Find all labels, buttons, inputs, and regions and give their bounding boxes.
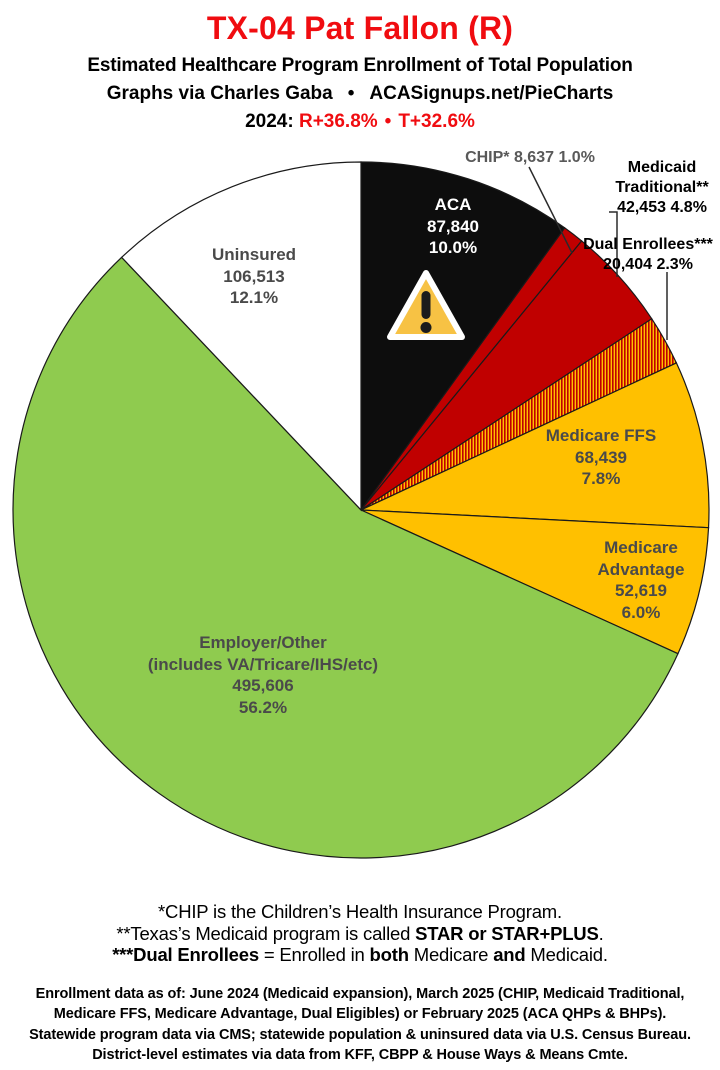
callout-dual-value: 20,404 2.3%	[603, 256, 693, 273]
partisan-t-metric: T+32.6%	[398, 111, 475, 132]
slice-label-medicare-ffs-value: 68,439	[575, 447, 627, 467]
slice-label-medicare-ffs-pct: 7.8%	[581, 469, 621, 488]
slice-label-employer-pct: 56.2%	[238, 697, 288, 717]
slice-label-employer-value: 495,606	[232, 676, 294, 695]
slice-label-employer-other: Employer/Other (includes VA/Tricare/IHS/…	[113, 632, 413, 718]
slice-label-uninsured: Uninsured 106,513 12.1%	[174, 244, 334, 309]
slice-label-medicare-advantage-value: 52,619	[615, 581, 667, 600]
source-line-4: District-level estimates via data from K…	[92, 1046, 628, 1063]
footnote-dual-bold3: and	[493, 944, 526, 965]
slice-label-uninsured-pct: 12.1%	[229, 288, 279, 307]
pie-slice-uninsured	[120, 161, 362, 512]
footnote-dual-mid2: Medicare	[408, 944, 494, 965]
callout-chip: CHIP* 8,637 1.0%	[420, 148, 640, 168]
slice-label-aca-value: 87,840	[427, 216, 479, 236]
source-line-3: Statewide program data via CMS; statewid…	[29, 1026, 691, 1043]
partisan-r-metric: R+36.8%	[298, 111, 378, 132]
footnote-dual-post: Medicaid.	[525, 944, 608, 965]
byline-author: Graphs via Charles Gaba	[106, 83, 333, 104]
callout-medicaid-value: 42,453 4.8%	[617, 199, 707, 216]
source-line-1: Enrollment data as of: June 2024 (Medica…	[35, 986, 685, 1002]
pie-slice-employer-other	[12, 256, 679, 859]
slice-label-employer-subname: (includes VA/Tricare/IHS/etc)	[147, 654, 379, 674]
footnote-medicaid: **Texas’s Medicaid program is called STA…	[0, 923, 720, 945]
callout-dual-name: Dual Enrollees***	[583, 236, 713, 253]
pie-slice-medicare-ffs	[360, 362, 710, 529]
partisan-lean-line: 2024: R+36.8% • T+32.6%	[0, 111, 720, 133]
slice-label-employer-name: Employer/Other	[199, 633, 327, 652]
slice-label-uninsured-name: Uninsured	[211, 245, 297, 264]
callout-dual-enrollees: Dual Enrollees*** 20,404 2.3%	[578, 235, 718, 275]
partisan-year-label: 2024:	[245, 111, 294, 132]
slice-label-medicare-ffs-name: Medicare FFS	[545, 426, 657, 445]
byline-site: ACASignups.net/PieCharts	[369, 83, 614, 104]
leader-line-medicaid-traditional	[609, 211, 618, 277]
slice-label-uninsured-value: 106,513	[223, 266, 285, 286]
source-line-2: Medicare FFS, Medicare Advantage, Dual E…	[53, 1006, 667, 1023]
leader-line-chip	[528, 166, 573, 254]
footnote-dual: ***Dual Enrollees = Enrolled in both Med…	[0, 944, 720, 966]
byline: Graphs via Charles Gaba • ACASignups.net/P…	[0, 83, 720, 105]
slice-label-aca-name: ACA	[434, 195, 472, 214]
warning-icon	[382, 264, 470, 346]
callout-medicaid-name2: Traditional**	[615, 179, 709, 196]
slice-label-medicare-advantage: Medicare Advantage 52,619 6.0%	[571, 537, 711, 623]
footnote-dual-mid1: = Enrolled in	[258, 944, 370, 965]
chart-subtitle: Estimated Healthcare Program Enrollment …	[87, 55, 633, 76]
footnote-medicaid-post: .	[598, 922, 604, 944]
callout-chip-text: CHIP* 8,637 1.0%	[465, 149, 595, 166]
data-source-note: Enrollment data as of: June 2024 (Medica…	[0, 984, 720, 1065]
callout-medicaid-traditional: Medicaid Traditional** 42,453 4.8%	[606, 158, 718, 218]
slice-label-medicare-ffs: Medicare FFS 68,439 7.8%	[511, 425, 691, 490]
slice-label-aca-pct: 10.0%	[428, 238, 478, 257]
slice-label-medicare-advantage-name1: Medicare	[604, 538, 678, 557]
footnote-dual-bold2: both	[369, 944, 409, 965]
page-title: TX-04 Pat Fallon (R)	[206, 10, 514, 46]
header: TX-04 Pat Fallon (R) Estimated Healthcar…	[0, 10, 720, 133]
byline-separator-dot: •	[347, 83, 355, 104]
leader-lines	[528, 166, 668, 340]
partisan-separator-dot: •	[384, 111, 392, 132]
footnotes: *CHIP is the Children’s Health Insurance…	[0, 901, 720, 966]
footnote-medicaid-pre: **Texas’s Medicaid program is called	[116, 922, 416, 944]
footnote-chip: *CHIP is the Children’s Health Insurance…	[158, 901, 562, 922]
footnote-medicaid-bold: STAR or STAR+PLUS	[415, 922, 599, 944]
footnote-dual-bold1: ***Dual Enrollees	[112, 944, 259, 965]
pie-slice-medicare-advantage	[360, 509, 710, 655]
slice-label-medicare-advantage-pct: 6.0%	[621, 602, 661, 622]
slice-label-aca: ACA 87,840 10.0%	[393, 194, 513, 259]
slice-label-medicare-advantage-name2: Advantage	[597, 559, 685, 579]
callout-medicaid-name1: Medicaid	[627, 159, 697, 176]
